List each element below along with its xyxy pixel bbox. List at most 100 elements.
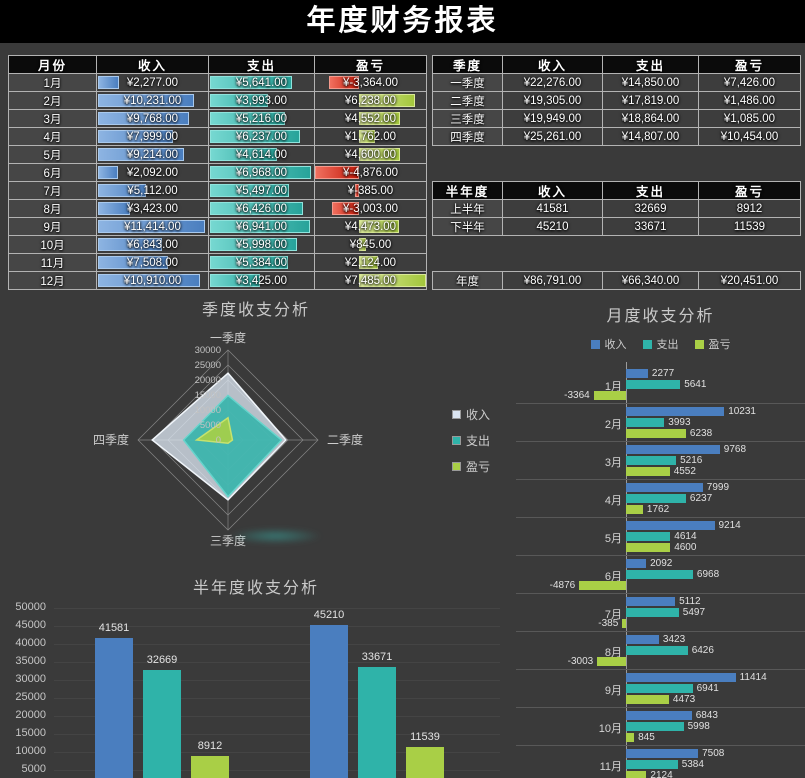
profit-cell[interactable]: ¥-3,003.00 bbox=[315, 200, 427, 218]
quarterly-header-cell[interactable]: 支出 bbox=[603, 56, 699, 74]
annual-table[interactable]: 年度 ¥86,791.00 ¥66,340.00 ¥20,451.00 bbox=[432, 271, 801, 290]
income-cell[interactable]: ¥7,999.00 bbox=[97, 128, 209, 146]
income-cell[interactable]: ¥3,423.00 bbox=[97, 200, 209, 218]
halfyear-header-cell[interactable]: 支出 bbox=[603, 182, 699, 200]
income-cell[interactable]: ¥10,910.00 bbox=[97, 272, 209, 290]
profit-cell[interactable]: ¥-385.00 bbox=[315, 182, 427, 200]
expense-cell[interactable]: ¥14,850.00 bbox=[603, 74, 699, 92]
expense-cell[interactable]: 33671 bbox=[603, 218, 699, 236]
quarter-cell[interactable]: 二季度 bbox=[433, 92, 503, 110]
monthly-header-cell[interactable]: 盈亏 bbox=[315, 56, 427, 74]
income-cell[interactable]: ¥86,791.00 bbox=[503, 272, 603, 290]
expense-cell[interactable]: ¥14,807.00 bbox=[603, 128, 699, 146]
monthly-header-cell[interactable]: 月份 bbox=[9, 56, 97, 74]
month-cell[interactable]: 1月 bbox=[9, 74, 97, 92]
expense-cell[interactable]: ¥6,426.00 bbox=[209, 200, 315, 218]
halfyear-header-cell[interactable]: 半年度 bbox=[433, 182, 503, 200]
radar-legend-item[interactable]: 支出 bbox=[452, 432, 490, 449]
radar-legend-item[interactable]: 盈亏 bbox=[452, 458, 490, 475]
halfyear-table[interactable]: 半年度 收入 支出 盈亏上半年 41581 32669 8912 下半年 45210 33671 1… bbox=[432, 181, 801, 236]
expense-cell[interactable]: ¥5,216.00 bbox=[209, 110, 315, 128]
income-cell[interactable]: ¥2,277.00 bbox=[97, 74, 209, 92]
quarterly-header-cell[interactable]: 季度 bbox=[433, 56, 503, 74]
profit-cell[interactable]: ¥1,085.00 bbox=[699, 110, 801, 128]
halfyear-bar-chart[interactable]: 半年度收支分析 5000 10000 15000 20000 25000 30000 350… bbox=[0, 562, 512, 778]
halfyear-cell[interactable]: 上半年 bbox=[433, 200, 503, 218]
income-cell[interactable]: ¥7,508.00 bbox=[97, 254, 209, 272]
expense-cell[interactable]: ¥5,384.00 bbox=[209, 254, 315, 272]
monthly-legend-item[interactable]: 支出 bbox=[642, 336, 679, 352]
quarter-cell[interactable]: 三季度 bbox=[433, 110, 503, 128]
month-cell[interactable]: 5月 bbox=[9, 146, 97, 164]
month-cell[interactable]: 2月 bbox=[9, 92, 97, 110]
profit-cell[interactable]: 8912 bbox=[699, 200, 801, 218]
quarterly-table[interactable]: 季度 收入 支出 盈亏一季度 ¥22,276.00 ¥14,850.00 ¥7,426.00… bbox=[432, 55, 801, 146]
expense-cell[interactable]: ¥66,340.00 bbox=[603, 272, 699, 290]
profit-cell[interactable]: ¥6,238.00 bbox=[315, 92, 427, 110]
month-cell[interactable]: 8月 bbox=[9, 200, 97, 218]
monthly-legend-item[interactable]: 盈亏 bbox=[694, 336, 731, 352]
income-cell[interactable]: ¥19,305.00 bbox=[503, 92, 603, 110]
profit-cell[interactable]: ¥4,600.00 bbox=[315, 146, 427, 164]
monthly-bar-chart[interactable]: 月度收支分析 收入 支出 盈亏 1月 2277 5641 -3364 2月 10231 3993… bbox=[516, 290, 805, 778]
halfyear-header-cell[interactable]: 收入 bbox=[503, 182, 603, 200]
income-cell[interactable]: ¥11,414.00 bbox=[97, 218, 209, 236]
month-cell[interactable]: 7月 bbox=[9, 182, 97, 200]
expense-cell[interactable]: ¥6,237.00 bbox=[209, 128, 315, 146]
profit-cell[interactable]: ¥845.00 bbox=[315, 236, 427, 254]
expense-cell[interactable]: ¥5,998.00 bbox=[209, 236, 315, 254]
profit-cell[interactable]: ¥1,762.00 bbox=[315, 128, 427, 146]
quarter-cell[interactable]: 一季度 bbox=[433, 74, 503, 92]
profit-cell[interactable]: ¥2,124.00 bbox=[315, 254, 427, 272]
monthly-table[interactable]: 月份 收入 支出 盈亏 1月 ¥2,277.00 ¥5,641.00 ¥-3,364.00 2月… bbox=[8, 55, 427, 290]
profit-cell[interactable]: ¥-3,364.00 bbox=[315, 74, 427, 92]
radar-legend-item[interactable]: 收入 bbox=[452, 406, 490, 423]
expense-cell[interactable]: ¥6,968.00 bbox=[209, 164, 315, 182]
income-cell[interactable]: ¥9,768.00 bbox=[97, 110, 209, 128]
month-cell[interactable]: 9月 bbox=[9, 218, 97, 236]
quarterly-header-cell[interactable]: 收入 bbox=[503, 56, 603, 74]
expense-cell[interactable]: ¥17,819.00 bbox=[603, 92, 699, 110]
profit-cell[interactable]: 11539 bbox=[699, 218, 801, 236]
month-cell[interactable]: 10月 bbox=[9, 236, 97, 254]
income-cell[interactable]: ¥22,276.00 bbox=[503, 74, 603, 92]
income-cell[interactable]: ¥25,261.00 bbox=[503, 128, 603, 146]
profit-cell[interactable]: ¥4,552.00 bbox=[315, 110, 427, 128]
expense-cell[interactable]: ¥3,993.00 bbox=[209, 92, 315, 110]
halfyear-header-cell[interactable]: 盈亏 bbox=[699, 182, 801, 200]
expense-cell[interactable]: ¥18,864.00 bbox=[603, 110, 699, 128]
quarterly-header-cell[interactable]: 盈亏 bbox=[699, 56, 801, 74]
income-cell[interactable]: ¥19,949.00 bbox=[503, 110, 603, 128]
annual-cell[interactable]: 年度 bbox=[433, 272, 503, 290]
income-cell[interactable]: ¥2,092.00 bbox=[97, 164, 209, 182]
month-cell[interactable]: 4月 bbox=[9, 128, 97, 146]
income-cell[interactable]: 41581 bbox=[503, 200, 603, 218]
monthly-legend-item[interactable]: 收入 bbox=[590, 336, 627, 352]
expense-cell[interactable]: ¥4,614.00 bbox=[209, 146, 315, 164]
month-cell[interactable]: 12月 bbox=[9, 272, 97, 290]
month-cell[interactable]: 11月 bbox=[9, 254, 97, 272]
income-cell[interactable]: 45210 bbox=[503, 218, 603, 236]
profit-cell[interactable]: ¥-4,876.00 bbox=[315, 164, 427, 182]
monthly-header-cell[interactable]: 支出 bbox=[209, 56, 315, 74]
monthly-header-cell[interactable]: 收入 bbox=[97, 56, 209, 74]
income-cell[interactable]: ¥9,214.00 bbox=[97, 146, 209, 164]
income-cell[interactable]: ¥6,843.00 bbox=[97, 236, 209, 254]
income-cell[interactable]: ¥10,231.00 bbox=[97, 92, 209, 110]
expense-cell[interactable]: 32669 bbox=[603, 200, 699, 218]
expense-cell[interactable]: ¥6,941.00 bbox=[209, 218, 315, 236]
halfyear-cell[interactable]: 下半年 bbox=[433, 218, 503, 236]
expense-cell[interactable]: ¥5,497.00 bbox=[209, 182, 315, 200]
profit-cell[interactable]: ¥7,426.00 bbox=[699, 74, 801, 92]
expense-cell[interactable]: ¥3,425.00 bbox=[209, 272, 315, 290]
month-cell[interactable]: 6月 bbox=[9, 164, 97, 182]
income-cell[interactable]: ¥5,112.00 bbox=[97, 182, 209, 200]
month-cell[interactable]: 3月 bbox=[9, 110, 97, 128]
profit-cell[interactable]: ¥7,485.00 bbox=[315, 272, 427, 290]
radar-chart[interactable]: 季度收支分析 0 5000 10000 15000 20000 25000 30000 一季度… bbox=[0, 290, 512, 564]
expense-cell[interactable]: ¥5,641.00 bbox=[209, 74, 315, 92]
profit-cell[interactable]: ¥20,451.00 bbox=[699, 272, 801, 290]
profit-cell[interactable]: ¥4,473.00 bbox=[315, 218, 427, 236]
profit-cell[interactable]: ¥1,486.00 bbox=[699, 92, 801, 110]
quarter-cell[interactable]: 四季度 bbox=[433, 128, 503, 146]
